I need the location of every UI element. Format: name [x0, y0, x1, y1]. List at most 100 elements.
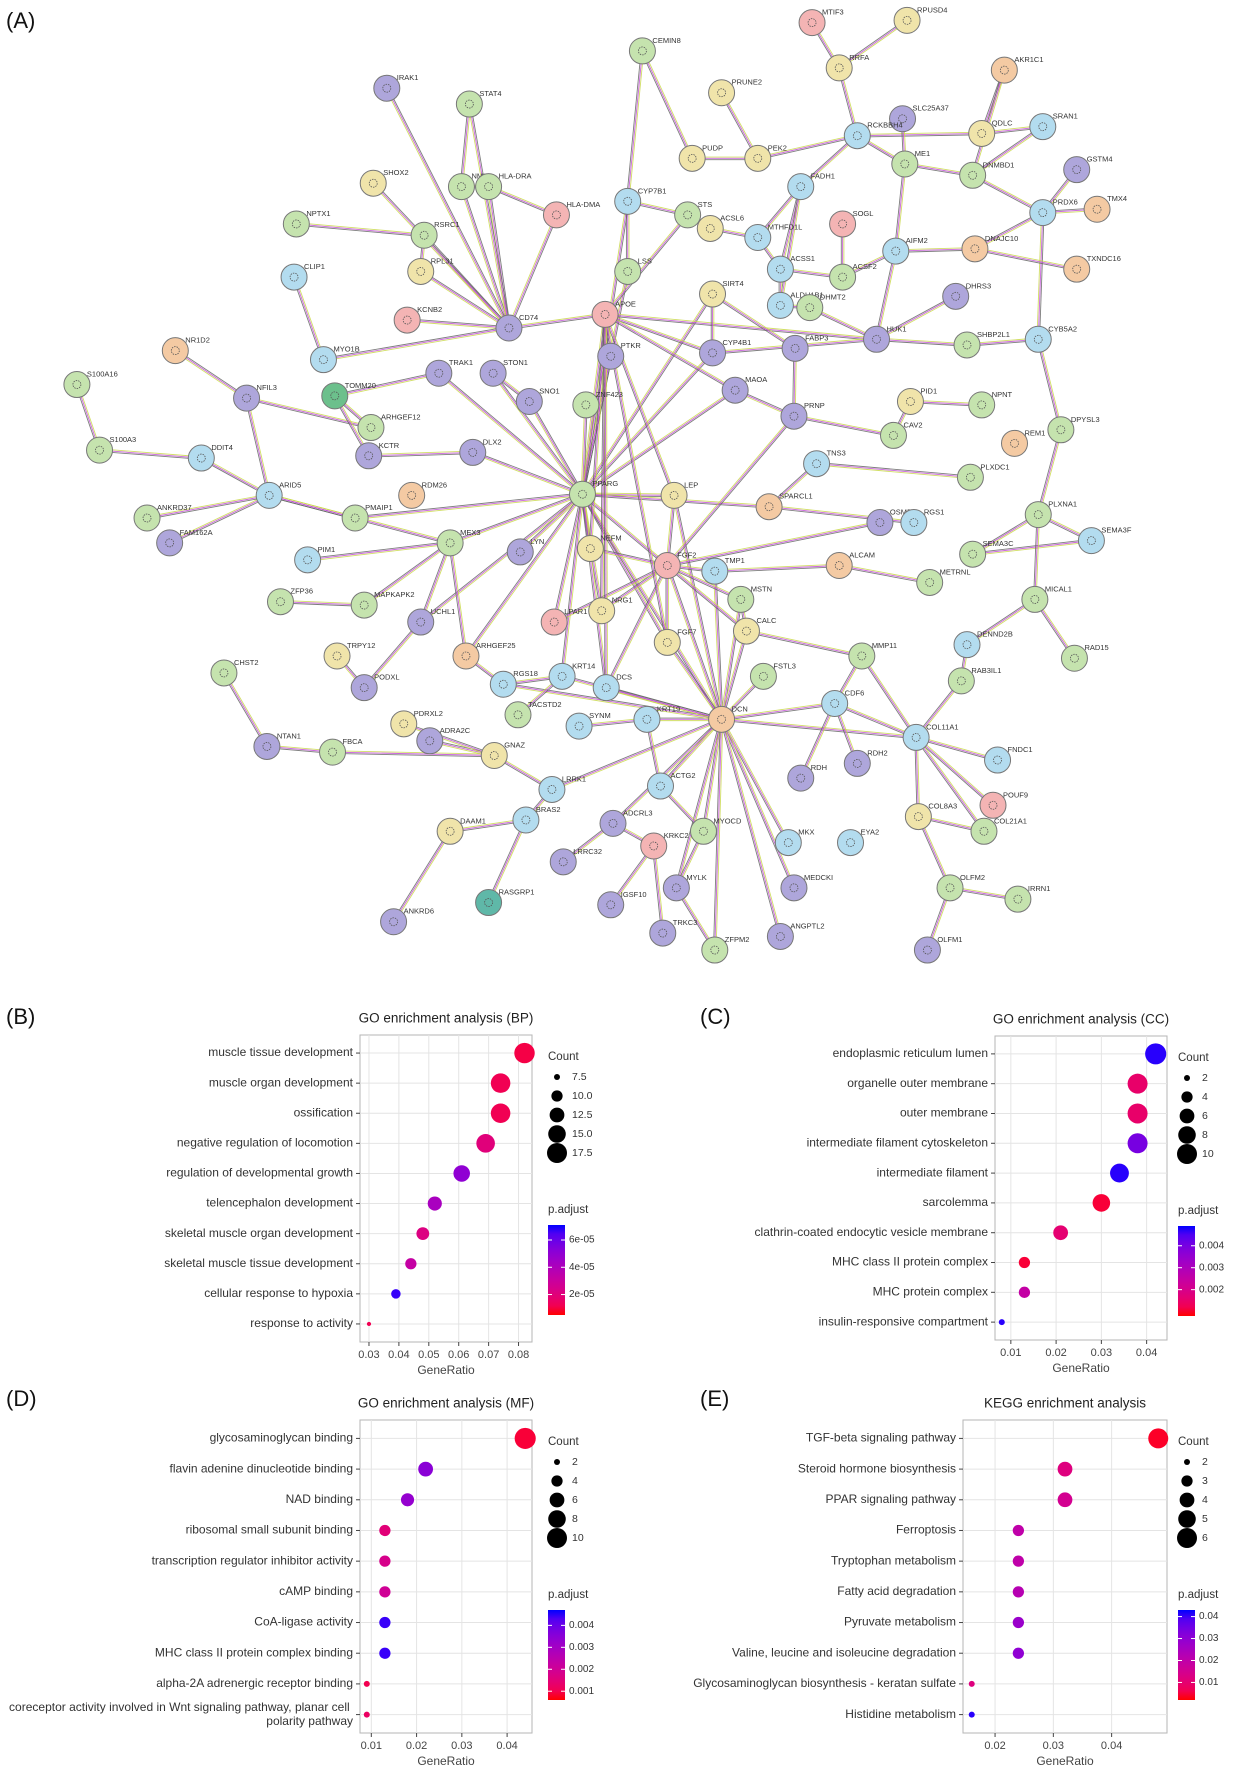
- edge: [665, 415, 796, 567]
- node-label: REM1: [1025, 428, 1046, 437]
- edge-line: [393, 831, 451, 923]
- edge-line: [674, 718, 721, 888]
- node-label: RPL31: [431, 256, 454, 265]
- node-label: CYP4B1: [723, 338, 752, 347]
- edge: [371, 182, 511, 330]
- edge: [464, 493, 584, 658]
- node-structure: [891, 246, 901, 256]
- node-structure: [488, 368, 498, 378]
- node-label: HLA-DMA: [566, 200, 600, 209]
- node-structure: [805, 303, 815, 313]
- edge-line: [472, 453, 583, 496]
- node-structure: [521, 815, 531, 825]
- node-label: KRT14: [572, 661, 595, 670]
- edge: [604, 564, 669, 689]
- dot: [453, 1165, 470, 1182]
- edge-line: [470, 103, 511, 328]
- edge-line: [916, 735, 999, 760]
- protein-node: [592, 674, 620, 702]
- protein-node: [187, 444, 215, 472]
- protein-node: [904, 803, 932, 831]
- node-structure: [945, 883, 955, 893]
- protein-node: [633, 705, 661, 733]
- edge-line: [605, 312, 877, 339]
- dot: [416, 1227, 430, 1241]
- edge-line: [392, 830, 450, 922]
- edge-line: [582, 390, 737, 496]
- protein-node: [701, 557, 729, 585]
- edge-line: [332, 751, 495, 756]
- edge: [914, 736, 995, 807]
- edge-line: [404, 722, 495, 755]
- dot: [379, 1524, 391, 1537]
- edge-line: [580, 494, 667, 644]
- node-label: PEK2: [768, 143, 787, 152]
- node-structure: [457, 182, 466, 192]
- colorbar: [1178, 1226, 1195, 1316]
- node-label: RCKBBH4: [867, 121, 902, 130]
- edge-line: [876, 250, 897, 340]
- edge-line: [778, 186, 800, 269]
- node-structure: [902, 15, 912, 25]
- protein-node: [390, 710, 418, 738]
- node-structure: [416, 617, 426, 627]
- edge-line: [914, 737, 984, 833]
- protein-node: [576, 535, 604, 563]
- edge-line: [503, 683, 722, 720]
- edge: [363, 541, 452, 607]
- node-structure: [968, 549, 978, 559]
- edge-line: [461, 104, 470, 187]
- edge-line: [394, 831, 452, 923]
- protein-node: [568, 480, 596, 508]
- colorbar-label: 0.002: [1199, 1284, 1224, 1295]
- edge-line: [667, 522, 881, 566]
- edge: [874, 250, 898, 340]
- dot: [1018, 1256, 1031, 1269]
- node-label: SHOX2: [383, 168, 408, 177]
- x-axis-label: GeneRatio: [1052, 1361, 1110, 1375]
- edge: [966, 597, 1036, 647]
- edge-line: [175, 350, 247, 399]
- node-label: EYA2: [861, 828, 880, 837]
- node-label: STAT4: [479, 89, 501, 98]
- category-label: TGF-beta signaling pathway: [806, 1431, 956, 1445]
- protein-node: [749, 662, 777, 690]
- edge-line: [894, 163, 904, 251]
- node-structure: [962, 640, 972, 650]
- edge-line: [721, 719, 795, 889]
- category-label: clathrin-coated endocytic vesicle membra…: [755, 1225, 989, 1239]
- node-label: FGF7: [677, 627, 696, 636]
- size-legend-key: [1181, 1091, 1193, 1103]
- edge-line: [420, 542, 451, 623]
- node-label: RDH: [811, 763, 827, 772]
- node-label: STS: [698, 200, 713, 209]
- edge-line: [839, 21, 909, 70]
- edge-line: [561, 494, 583, 677]
- colorbar-label: 6e-05: [569, 1235, 595, 1246]
- node-label: ZNF423: [596, 390, 623, 399]
- edge-line: [971, 125, 1043, 175]
- protein-node: [549, 848, 577, 876]
- edge-line: [170, 496, 270, 545]
- protein-node: [968, 391, 996, 419]
- node-label: ADCRL3: [623, 808, 653, 817]
- edge-line: [667, 565, 747, 632]
- node-structure: [970, 244, 980, 254]
- protein-node: [591, 300, 619, 328]
- node-structure: [911, 733, 921, 742]
- node-structure: [796, 773, 806, 783]
- protein-node: [425, 359, 453, 387]
- edge-line: [916, 736, 995, 805]
- protein-node: [398, 481, 426, 509]
- edge-line: [561, 675, 722, 720]
- edge-line: [666, 566, 746, 633]
- edge-line: [714, 563, 840, 571]
- edge-line: [857, 134, 982, 138]
- edge-line: [625, 50, 642, 202]
- node-label: FNDC1: [1008, 745, 1033, 754]
- protein-node: [787, 173, 815, 201]
- category-label: PPAR signaling pathway: [825, 1492, 956, 1506]
- dot: [400, 1493, 415, 1507]
- node-label: RRFA: [849, 53, 869, 62]
- edge: [174, 349, 248, 400]
